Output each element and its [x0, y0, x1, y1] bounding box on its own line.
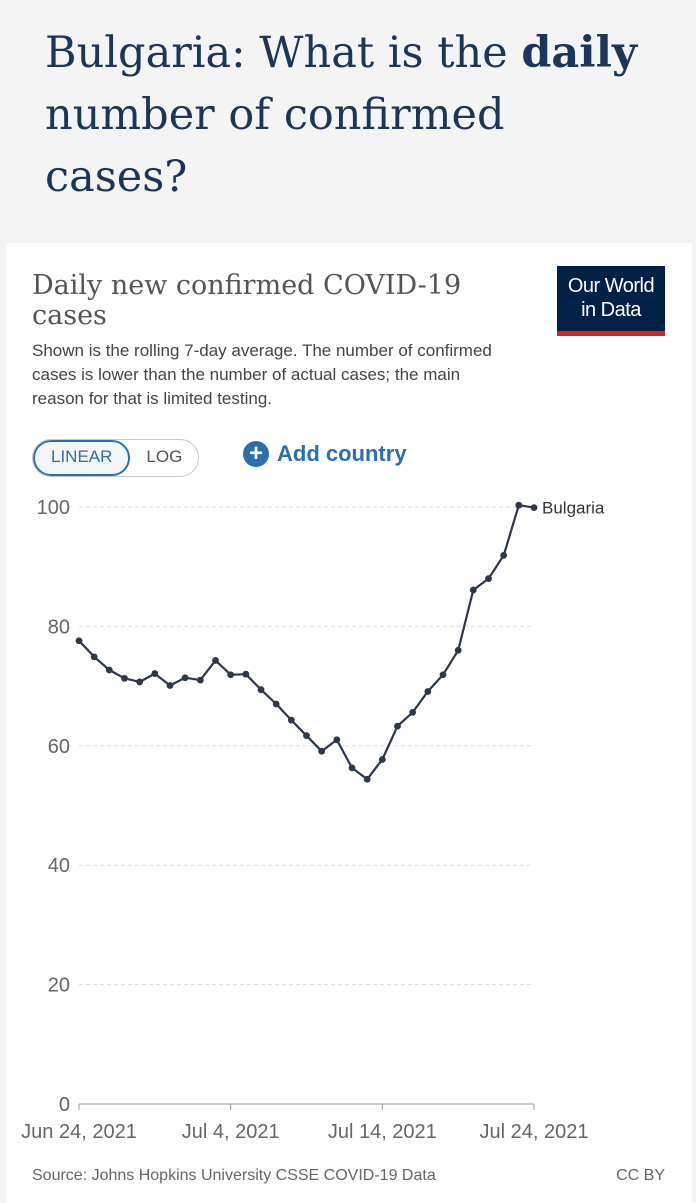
add-country-button[interactable]: + Add country [243, 439, 407, 469]
add-country-label: Add country [277, 441, 407, 466]
chart-title: Daily new confirmed COVID-19 cases [32, 270, 462, 331]
data-point [166, 682, 174, 689]
data-point [348, 764, 356, 772]
data-point [424, 688, 432, 695]
data-point [303, 732, 310, 740]
data-point [485, 575, 492, 583]
data-point [121, 674, 128, 682]
y-tick-label-0: 0 [59, 1094, 70, 1116]
y-tick-label-100: 100 [37, 497, 70, 519]
data-point [90, 653, 98, 661]
data-point [318, 747, 326, 755]
data-point [105, 666, 113, 674]
x-tick-label-2: Jul 14, 2021 [328, 1121, 437, 1143]
data-point [378, 756, 386, 763]
data-point [515, 501, 523, 509]
y-tick-label-80: 80 [48, 616, 70, 638]
scale-toggle: LINEAR LOG [32, 439, 200, 477]
x-tick-label-3: Jul 24, 2021 [480, 1121, 589, 1143]
data-point [151, 670, 159, 677]
data-point [227, 671, 235, 679]
log-toggle-button[interactable]: LOG [146, 447, 183, 466]
data-point [530, 504, 538, 511]
chart-subtitle: Shown is the rolling 7-day average. The … [32, 341, 492, 408]
linear-toggle-button[interactable]: LINEAR [33, 440, 131, 476]
heading-bold: daily [521, 28, 637, 78]
series-label-bulgaria: Bulgaria [542, 499, 605, 518]
data-point [439, 671, 447, 679]
plus-circle-icon: + [243, 441, 269, 467]
data-point [363, 775, 371, 783]
data-point [136, 678, 144, 686]
source-note: Source: Johns Hopkins University CSSE CO… [32, 1167, 436, 1184]
data-point [333, 736, 341, 744]
data-point [287, 716, 295, 724]
data-point [75, 637, 83, 645]
data-point [272, 700, 280, 708]
data-point [181, 674, 189, 682]
data-point [257, 686, 265, 694]
heading-suffix: number of confirmed cases? [45, 90, 505, 202]
owid-logo[interactable]: Our World in Data [557, 266, 665, 336]
heading-prefix: Bulgaria: What is the [45, 28, 522, 78]
data-point [394, 722, 401, 730]
license-link[interactable]: CC BY [616, 1167, 665, 1184]
chart-card: Daily new confirmed COVID-19 cases Shown… [6, 243, 692, 1203]
data-point [500, 551, 508, 559]
data-point [409, 708, 417, 716]
data-point [196, 676, 204, 684]
data-point [454, 646, 462, 654]
logo-line-1: Our World [567, 275, 655, 297]
x-tick-label-1: Jul 4, 2021 [182, 1121, 280, 1143]
data-point [242, 670, 250, 678]
page-heading: Bulgaria: What is the daily number of co… [45, 22, 655, 208]
line-chart: 0 20 40 60 80 100 Jun 24, 2021 Jul 4, 2021 Jul 1… [21, 497, 605, 1143]
y-tick-label-40: 40 [48, 855, 70, 877]
y-tick-label-60: 60 [48, 736, 70, 758]
logo-line-2: in Data [581, 299, 641, 321]
x-tick-label-0: Jun 24, 2021 [21, 1121, 137, 1143]
data-point [469, 586, 477, 594]
y-tick-label-20: 20 [48, 975, 70, 997]
data-point [212, 657, 219, 664]
